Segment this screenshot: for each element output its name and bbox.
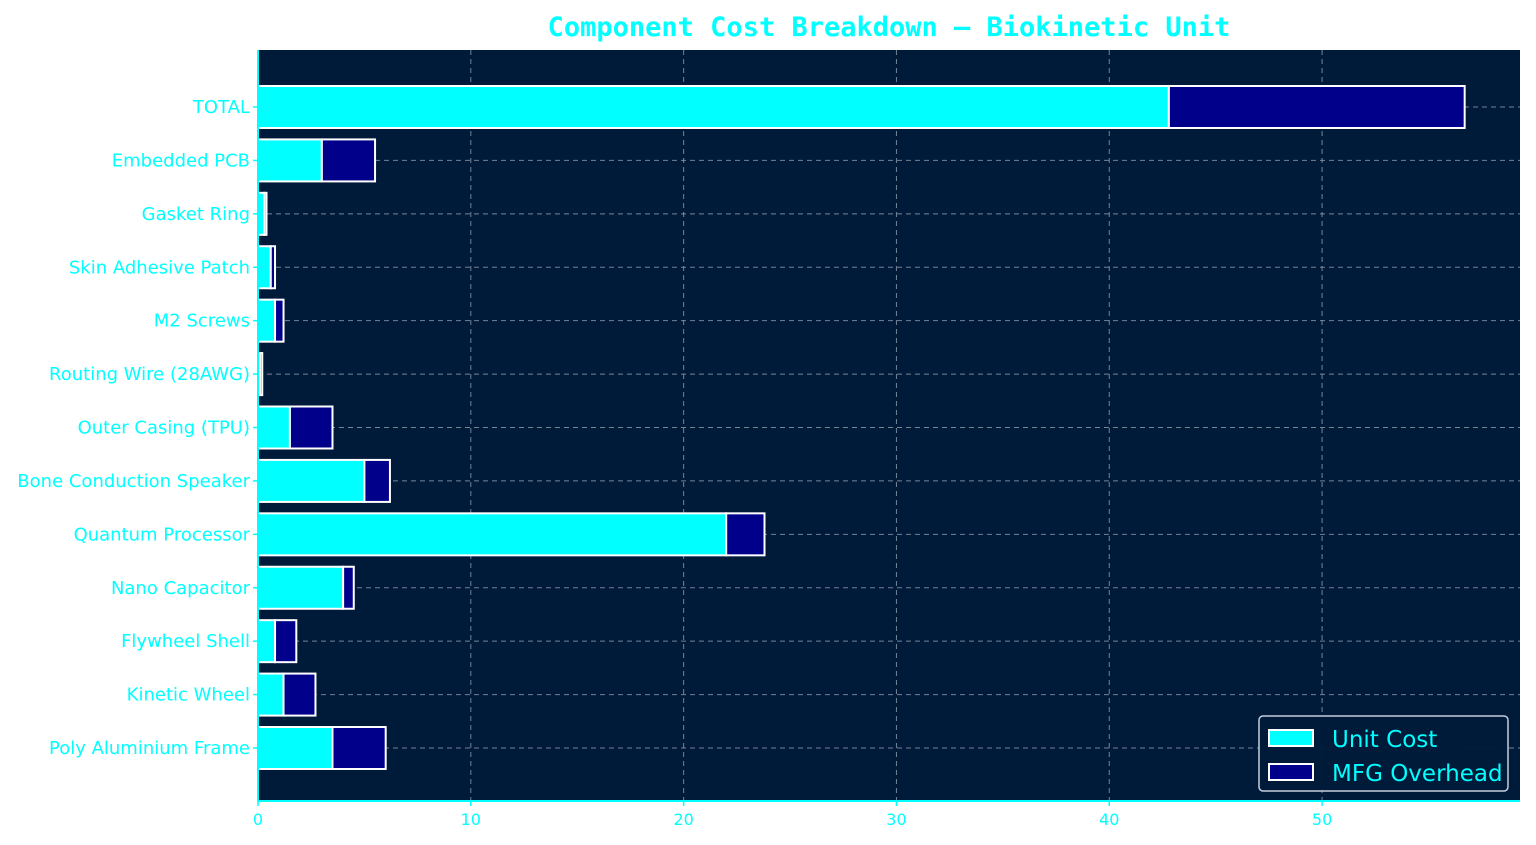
- legend: Unit Cost MFG Overhead: [1258, 715, 1509, 792]
- category-label: Kinetic Wheel: [127, 685, 250, 706]
- category-label: Flywheel Shell: [121, 631, 250, 652]
- legend-label: MFG Overhead: [1332, 761, 1503, 787]
- bar-unit-cost[interactable]: [257, 672, 285, 717]
- bar-unit-cost[interactable]: [257, 298, 277, 343]
- category-label: Bone Conduction Speaker: [17, 471, 250, 492]
- bar-mfg-overhead[interactable]: [269, 245, 277, 290]
- category-label: Gasket Ring: [142, 204, 250, 225]
- x-tick-label: 50: [1312, 810, 1332, 829]
- x-tick-label: 20: [673, 810, 693, 829]
- x-tick-label: 10: [461, 810, 481, 829]
- x-tick-label: 0: [253, 810, 263, 829]
- category-label: Outer Casing (TPU): [78, 418, 250, 439]
- bar-mfg-overhead[interactable]: [1167, 85, 1466, 129]
- bar-mfg-overhead[interactable]: [331, 726, 387, 770]
- category-label: Embedded PCB: [112, 150, 250, 171]
- legend-swatch: [1268, 729, 1314, 747]
- bar-mfg-overhead[interactable]: [725, 512, 766, 557]
- category-label: Quantum Processor: [74, 524, 251, 545]
- legend-box: [1258, 715, 1509, 792]
- bar-unit-cost[interactable]: [257, 458, 366, 503]
- x-tick-label: 40: [1099, 810, 1119, 829]
- bar-unit-cost[interactable]: [257, 405, 291, 450]
- bar-mfg-overhead[interactable]: [282, 672, 317, 717]
- bar-mfg-overhead[interactable]: [274, 619, 298, 664]
- category-label: M2 Screws: [154, 311, 250, 332]
- category-label: Nano Capacitor: [111, 578, 251, 599]
- bar-mfg-overhead[interactable]: [274, 298, 285, 343]
- bar-mfg-overhead[interactable]: [259, 352, 264, 397]
- chart-title: Component Cost Breakdown — Biokinetic Un…: [547, 12, 1231, 43]
- bar-mfg-overhead[interactable]: [288, 405, 334, 450]
- legend-label: Unit Cost: [1332, 727, 1437, 753]
- plot-area: [258, 50, 1520, 801]
- bar-unit-cost[interactable]: [257, 726, 334, 770]
- legend-swatch: [1268, 763, 1314, 781]
- category-label: TOTAL: [192, 97, 250, 118]
- bar-unit-cost[interactable]: [257, 565, 345, 610]
- bar-unit-cost[interactable]: [257, 85, 1170, 129]
- category-label: Skin Adhesive Patch: [69, 257, 250, 278]
- x-tick-label: 30: [886, 810, 906, 829]
- bar-mfg-overhead[interactable]: [363, 458, 391, 503]
- bar-unit-cost[interactable]: [257, 619, 277, 664]
- bar-unit-cost[interactable]: [257, 512, 728, 557]
- bar-mfg-overhead[interactable]: [342, 565, 355, 610]
- bar-mfg-overhead[interactable]: [263, 191, 268, 236]
- category-label: Poly Aluminium Frame: [49, 738, 250, 759]
- bar-unit-cost[interactable]: [257, 138, 323, 183]
- bar-unit-cost[interactable]: [257, 245, 272, 290]
- category-label: Routing Wire (28AWG): [49, 364, 250, 385]
- bar-mfg-overhead[interactable]: [320, 138, 377, 183]
